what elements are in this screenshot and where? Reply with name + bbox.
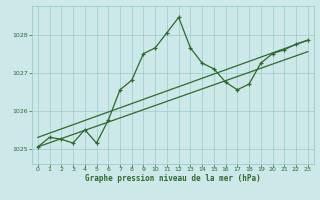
X-axis label: Graphe pression niveau de la mer (hPa): Graphe pression niveau de la mer (hPa) (85, 174, 261, 183)
